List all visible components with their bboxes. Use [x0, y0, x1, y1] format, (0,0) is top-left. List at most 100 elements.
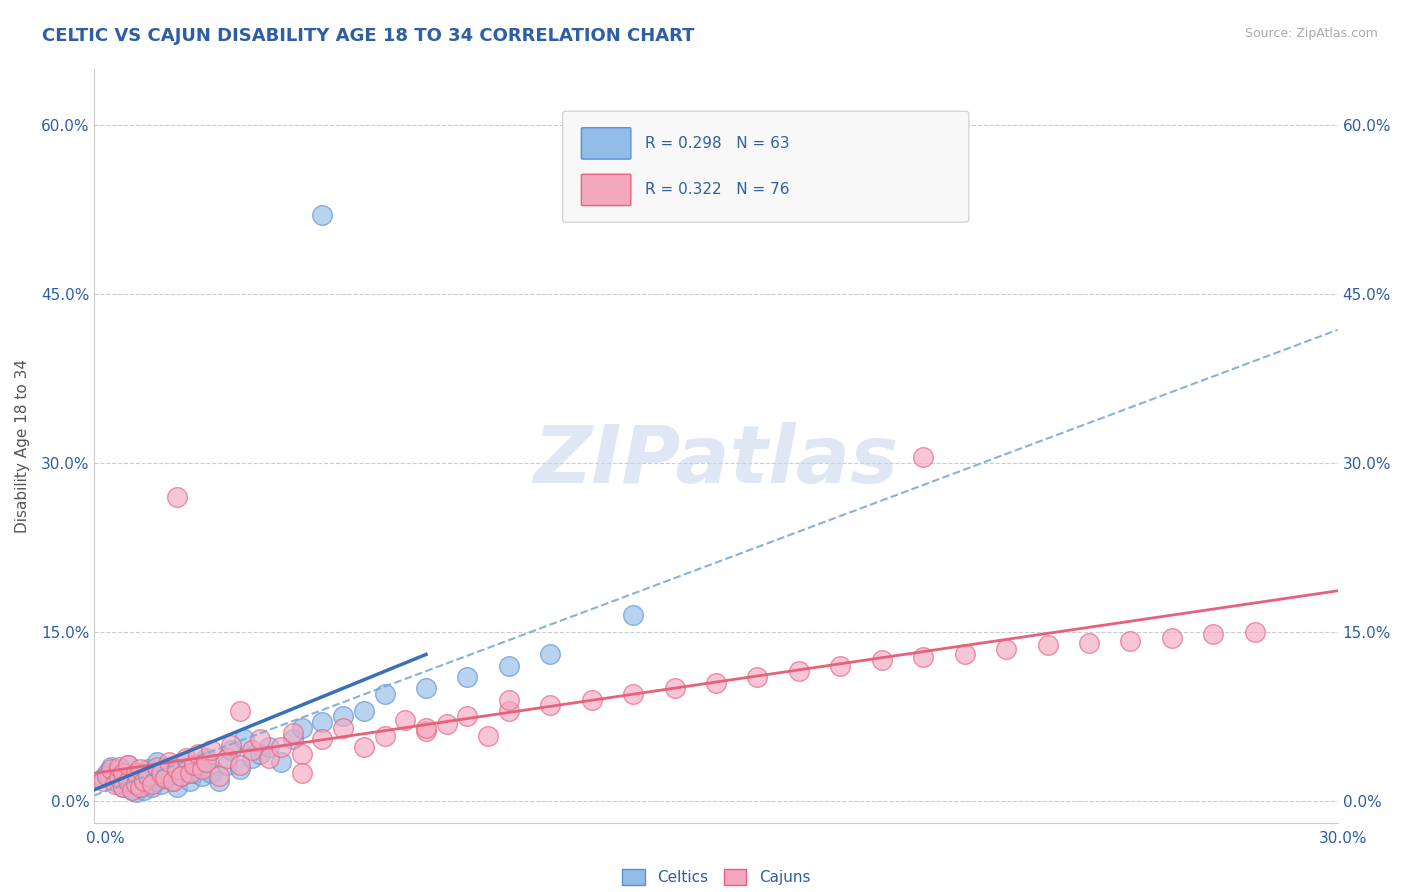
Point: [157, 755, 180, 769]
Point: [283, 731, 305, 746]
Point: [704, 675, 727, 690]
Point: [217, 757, 239, 772]
Point: [129, 763, 152, 777]
Point: [257, 739, 280, 754]
Point: [291, 747, 314, 761]
Point: [228, 704, 250, 718]
Point: [153, 772, 176, 786]
Point: [117, 773, 139, 788]
Point: [121, 782, 143, 797]
Point: [311, 208, 333, 222]
Point: [1202, 627, 1225, 641]
Point: [187, 760, 209, 774]
Point: [141, 780, 163, 795]
Point: [436, 717, 458, 731]
Point: [664, 681, 686, 696]
Point: [249, 731, 271, 746]
Text: 0.0%: 0.0%: [86, 831, 125, 846]
Text: R = 0.298   N = 63: R = 0.298 N = 63: [645, 136, 790, 151]
Point: [870, 653, 893, 667]
Point: [174, 755, 197, 769]
Point: [141, 772, 163, 786]
Point: [332, 721, 354, 735]
Point: [183, 757, 205, 772]
Point: [108, 760, 131, 774]
Point: [129, 780, 152, 795]
Point: [166, 490, 188, 504]
Point: [112, 780, 135, 795]
Point: [162, 773, 184, 788]
Point: [311, 731, 333, 746]
Point: [100, 763, 122, 777]
Legend: Celtics, Cajuns: Celtics, Cajuns: [616, 863, 817, 891]
Point: [270, 739, 292, 754]
Point: [104, 769, 127, 783]
Point: [995, 641, 1018, 656]
Point: [104, 777, 127, 791]
Point: [374, 729, 396, 743]
Point: [138, 769, 160, 783]
Point: [121, 782, 143, 797]
Point: [208, 773, 231, 788]
Point: [311, 714, 333, 729]
Point: [104, 773, 127, 788]
Point: [129, 765, 152, 780]
Point: [162, 773, 184, 788]
Point: [112, 780, 135, 795]
Point: [112, 765, 135, 780]
Point: [108, 772, 131, 786]
Point: [291, 765, 314, 780]
Point: [166, 763, 188, 777]
Text: Source: ZipAtlas.com: Source: ZipAtlas.com: [1244, 27, 1378, 40]
Point: [100, 760, 122, 774]
Point: [621, 687, 644, 701]
Point: [283, 726, 305, 740]
Point: [96, 769, 118, 783]
Point: [353, 739, 375, 754]
Point: [134, 773, 156, 788]
Point: [415, 721, 437, 735]
Point: [232, 731, 254, 746]
Point: [170, 769, 193, 783]
Point: [108, 777, 131, 791]
Point: [912, 649, 935, 664]
Text: 30.0%: 30.0%: [1319, 831, 1367, 846]
Point: [415, 681, 437, 696]
Point: [179, 765, 201, 780]
Point: [166, 763, 188, 777]
Point: [191, 763, 214, 777]
Point: [217, 751, 239, 765]
Point: [138, 777, 160, 791]
Point: [145, 760, 167, 774]
Point: [91, 773, 114, 788]
Text: ZIPatlas: ZIPatlas: [533, 422, 898, 500]
Point: [228, 763, 250, 777]
Point: [125, 777, 148, 791]
Point: [477, 729, 499, 743]
Point: [219, 743, 242, 757]
Point: [257, 751, 280, 765]
Point: [240, 751, 263, 765]
Point: [415, 724, 437, 739]
Point: [374, 687, 396, 701]
Point: [153, 760, 176, 774]
Point: [149, 769, 172, 783]
Point: [1078, 636, 1101, 650]
Y-axis label: Disability Age 18 to 34: Disability Age 18 to 34: [15, 359, 30, 533]
Point: [153, 772, 176, 786]
Point: [498, 704, 520, 718]
Point: [249, 747, 271, 761]
Text: CELTIC VS CAJUN DISABILITY AGE 18 TO 34 CORRELATION CHART: CELTIC VS CAJUN DISABILITY AGE 18 TO 34 …: [42, 27, 695, 45]
Point: [195, 755, 218, 769]
Point: [747, 670, 769, 684]
Point: [145, 755, 167, 769]
Point: [157, 765, 180, 780]
Point: [538, 648, 561, 662]
Point: [1243, 624, 1265, 639]
Point: [183, 765, 205, 780]
Point: [953, 648, 976, 662]
Point: [195, 751, 218, 765]
Point: [149, 777, 172, 791]
Point: [240, 743, 263, 757]
Point: [145, 773, 167, 788]
